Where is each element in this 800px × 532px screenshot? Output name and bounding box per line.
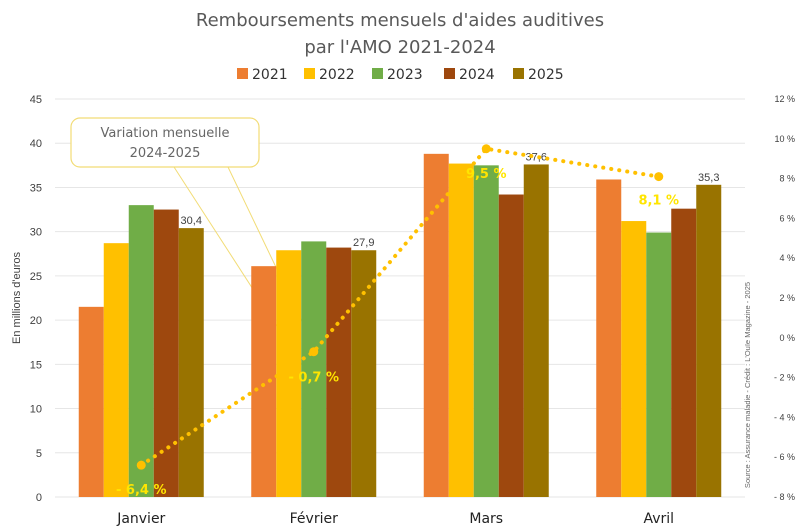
- data-label-Avril: 35,3: [698, 172, 719, 184]
- variation-point-Mars: [481, 144, 491, 154]
- y-tick-label: 0: [36, 492, 42, 504]
- y-tick-label: 20: [30, 315, 42, 327]
- legend-label-2022: 2022: [319, 67, 355, 83]
- legend-swatch-2021: [237, 68, 248, 79]
- category-label-Février: Février: [290, 511, 338, 527]
- y-tick-label: 10: [30, 404, 42, 416]
- callout-box: [70, 117, 260, 168]
- y2-tick-label: 8 %: [779, 174, 795, 184]
- variation-label-Avril: 8,1 %: [638, 194, 679, 209]
- bar-2021-Avril: [596, 179, 622, 498]
- bar-2022-Février: [276, 250, 302, 497]
- data-label-Janvier: 30,4: [181, 215, 202, 227]
- y-tick-label: 5: [36, 448, 42, 460]
- variation-point-Février: [309, 347, 319, 357]
- bar-2022-Avril: [621, 221, 647, 497]
- category-labels: Janvier Février Mars Avril: [116, 511, 674, 527]
- bar-2023-Avril: [646, 232, 672, 497]
- variation-label-Janvier: - 6,4 %: [116, 483, 167, 498]
- bar-2021-Février: [251, 266, 277, 497]
- y2-tick-label: 12 %: [774, 94, 795, 104]
- category-label-Janvier: Janvier: [116, 511, 165, 527]
- bar-2024-Avril: [671, 208, 697, 497]
- legend-label-2023: 2023: [387, 67, 423, 83]
- chart-title-line-1: Remboursements mensuels d'aides auditive…: [196, 10, 604, 31]
- legend-swatch-2022: [304, 68, 315, 79]
- y-tick-label: 25: [30, 271, 42, 283]
- bar-2023-Janvier: [128, 205, 154, 497]
- category-label-Mars: Mars: [469, 511, 503, 527]
- callout-line-1: Variation mensuelle: [101, 126, 230, 141]
- category-label-Avril: Avril: [643, 511, 674, 527]
- secondary-y-axis-ticks: - 8 % - 6 % - 4 % - 2 % 0 % 2 % 4 % 6 % 8 % 10 % 1…: [774, 94, 795, 502]
- y-tick-label: 30: [30, 227, 42, 239]
- variation-line: - 6,4 % - 0,7 % 9,5 % 8,1 %: [116, 144, 679, 498]
- bars: [78, 153, 722, 498]
- y-tick-label: 15: [30, 359, 42, 371]
- y2-tick-label: - 4 %: [774, 412, 795, 422]
- bar-2023-Mars: [473, 165, 499, 498]
- y2-tick-label: - 8 %: [774, 492, 795, 502]
- bar-2024-Janvier: [153, 209, 179, 498]
- variation-callout: Variation mensuelle 2024-2025: [70, 117, 319, 366]
- legend-label-2025: 2025: [528, 67, 564, 83]
- data-labels: 30,4 27,9 37,6 35,3: [181, 151, 720, 249]
- y-tick-label: 45: [30, 94, 42, 106]
- y-tick-label: 40: [30, 138, 42, 150]
- bar-2024-Mars: [498, 194, 524, 497]
- variation-label-Février: - 0,7 %: [288, 371, 339, 386]
- bar-2021-Mars: [423, 153, 449, 497]
- y2-tick-label: 0 %: [779, 333, 795, 343]
- y-tick-label: 35: [30, 182, 42, 194]
- bar-2023-Février: [301, 241, 327, 497]
- legend: 2021 2022 2023 2024 2025: [237, 67, 564, 83]
- legend-swatch-2025: [513, 68, 524, 79]
- bar-2025-Février: [351, 250, 377, 497]
- bar-2022-Janvier: [103, 243, 129, 497]
- variation-point-Avril: [654, 172, 664, 182]
- bar-2024-Février: [326, 247, 352, 497]
- variation-line-path: [139, 146, 661, 468]
- data-label-Mars: 37,6: [526, 151, 547, 163]
- legend-swatch-2023: [372, 68, 383, 79]
- legend-swatch-2024: [444, 68, 455, 79]
- bar-2025-Avril: [696, 184, 722, 497]
- bar-2025-Janvier: [178, 228, 204, 497]
- y2-tick-label: 6 %: [779, 213, 795, 223]
- y2-tick-label: - 6 %: [774, 452, 795, 462]
- y2-tick-label: 10 %: [774, 134, 795, 144]
- bar-2025-Mars: [523, 164, 549, 497]
- source-note: Source : Assurance maladie - Crédit : L'…: [743, 282, 752, 488]
- bar-2022-Mars: [448, 163, 474, 497]
- y2-tick-label: 4 %: [779, 253, 795, 263]
- y-axis-ticks: 0 5 10 15 20 25 30 35 40 45: [30, 94, 42, 504]
- y2-tick-label: - 2 %: [774, 373, 795, 383]
- variation-label-Mars: 9,5 %: [466, 167, 507, 182]
- data-label-Février: 27,9: [353, 237, 374, 249]
- chart-title-line-2: par l'AMO 2021-2024: [304, 37, 495, 58]
- legend-label-2021: 2021: [252, 67, 288, 83]
- y-axis-title: En millions d'euros: [11, 252, 23, 344]
- legend-label-2024: 2024: [459, 67, 495, 83]
- y2-tick-label: 2 %: [779, 293, 795, 303]
- bar-2021-Janvier: [78, 306, 104, 497]
- callout-line-2: 2024-2025: [130, 146, 201, 161]
- variation-point-Janvier: [136, 460, 146, 470]
